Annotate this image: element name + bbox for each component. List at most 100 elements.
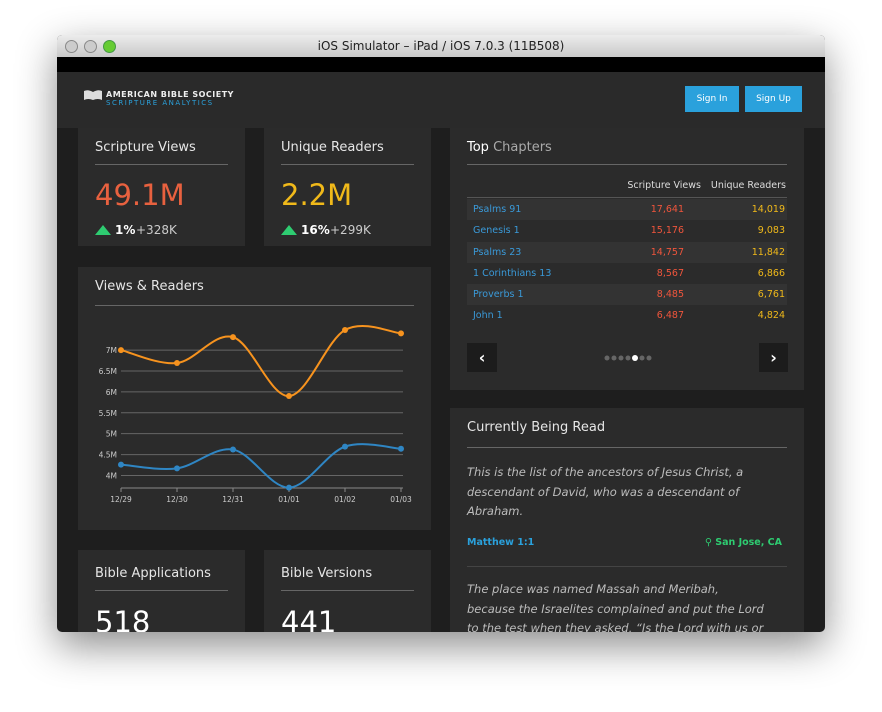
location: ⚲ San Jose, CA: [705, 537, 782, 548]
table-value: 17,641: [650, 204, 684, 215]
chart-title: Views & Readers: [95, 279, 204, 294]
data-point: [286, 393, 292, 400]
divider: [95, 305, 414, 306]
x-tick-label: 12/30: [166, 495, 188, 504]
table-row: Psalms 91 17,641 14,019: [467, 199, 787, 221]
count-card: Bible Versions 441: [264, 550, 431, 632]
title-bold: Top: [467, 140, 489, 155]
verse-text: The place was named Massah and Meribah, …: [467, 582, 764, 632]
table-value: 6,866: [757, 267, 785, 279]
table-value: 6,487: [656, 310, 684, 322]
count-value: 518: [95, 605, 151, 632]
delta: +299K: [330, 223, 371, 237]
data-point: [230, 446, 236, 453]
x-tick-label: 01/02: [334, 495, 356, 504]
divider: [281, 164, 414, 165]
title-rest: Chapters: [493, 140, 552, 155]
pagination: [604, 355, 652, 361]
data-point: [118, 461, 124, 468]
verse-reference[interactable]: Matthew 1:1: [467, 537, 535, 548]
minimize-button[interactable]: [84, 40, 97, 53]
x-tick-label: 01/01: [278, 495, 300, 504]
zoom-button[interactable]: [103, 40, 116, 53]
prev-button[interactable]: ‹: [467, 343, 497, 372]
simulator-window: iOS Simulator – iPad / iOS 7.0.3 (11B508…: [57, 35, 825, 632]
table-value: 4,824: [757, 310, 785, 322]
data-point: [398, 330, 404, 337]
card-title: Bible Versions: [281, 566, 373, 581]
next-button[interactable]: ›: [759, 343, 788, 372]
table-value: 14,019: [751, 204, 785, 215]
table-row: John 1 6,487 4,824: [467, 305, 787, 327]
column-header: Unique Readers: [710, 180, 786, 191]
count-card: Bible Applications 518: [78, 550, 245, 632]
column-header: Scripture Views: [627, 180, 701, 191]
chapter-link[interactable]: Psalms 91: [473, 204, 522, 215]
table-value: 8,485: [656, 289, 684, 301]
chart-card: Views & Readers 4M 4.5M 5M 5.5M 6M 6.5M 7M 12/2…: [78, 267, 431, 530]
chapter-link[interactable]: Psalms 23: [473, 246, 522, 258]
table-value: 11,842: [751, 246, 785, 258]
y-tick-label: 7M: [106, 346, 117, 355]
title-bar: iOS Simulator – iPad / iOS 7.0.3 (11B508…: [57, 35, 825, 58]
line-series: [120, 443, 402, 489]
data-point: [342, 327, 348, 334]
y-tick-label: 6.5M: [99, 367, 117, 376]
close-button[interactable]: [65, 40, 78, 53]
divider: [467, 447, 787, 448]
chapter-link[interactable]: 1 Corinthians 13: [473, 267, 552, 279]
chapter-link[interactable]: John 1: [473, 310, 503, 322]
sign-in-button[interactable]: Sign In: [685, 86, 739, 112]
y-tick-label: 5M: [106, 430, 117, 439]
chapter-link[interactable]: Genesis 1: [473, 225, 520, 237]
product-name: SCRIPTURE ANALYTICS: [106, 99, 214, 107]
table-row: Proverbs 1 8,485 6,761: [467, 284, 787, 306]
table-value: 15,176: [650, 225, 684, 237]
line-chart: 4M 4.5M 5M 5.5M 6M 6.5M 7M 12/29 12/30 12/31 01/01…: [99, 325, 412, 504]
x-tick-label: 01/03: [390, 495, 412, 504]
card-title: Currently Being Read: [467, 420, 606, 435]
table-row: 1 Corinthians 13 8,567 6,866: [467, 262, 787, 285]
x-tick-label: 12/31: [222, 495, 244, 504]
table-value: 6,761: [757, 289, 785, 301]
table-row: Psalms 23 14,757 11,842: [467, 241, 787, 263]
data-point: [398, 445, 404, 452]
pin-icon: ⚲: [704, 537, 712, 548]
divider: [95, 590, 228, 591]
stat-value: 2.2M: [281, 178, 353, 212]
x-tick-label: 12/29: [110, 495, 132, 504]
up-arrow: [95, 225, 111, 235]
data-point: [342, 443, 348, 450]
card-title: Scripture Views: [95, 140, 196, 155]
change: 16%: [301, 223, 330, 237]
stat-value: 49.1M: [95, 178, 185, 212]
y-tick-label: 4.5M: [99, 451, 117, 460]
data-point: [286, 484, 292, 491]
line-series: [120, 325, 402, 398]
y-tick-label: 4M: [106, 471, 117, 480]
stat-card: Unique Readers 2.2M 16% +299K: [264, 128, 431, 246]
stat-card: Scripture Views 49.1M 1% +328K: [78, 128, 245, 246]
divider: [467, 566, 787, 567]
org-name: AMERICAN BIBLE SOCIETY: [106, 90, 234, 99]
divider: [95, 164, 228, 165]
up-arrow: [281, 225, 297, 235]
sign-up-button[interactable]: Sign Up: [745, 86, 802, 112]
chapter-link[interactable]: Proverbs 1: [473, 289, 524, 301]
y-tick-label: 5.5M: [99, 409, 117, 418]
table-value: 9,083: [757, 225, 785, 237]
header: AMERICAN BIBLE SOCIETY SCRIPTURE ANALYTI…: [57, 72, 825, 128]
count-value: 441: [281, 605, 337, 632]
divider: [281, 590, 414, 591]
y-tick-label: 6M: [106, 388, 117, 397]
top-chapters-card: Top Chapters Scripture Views Unique Read…: [450, 128, 804, 390]
card-title: Bible Applications: [95, 566, 211, 581]
table-body: Psalms 91 17,641 14,019 Genesis 1 15,176 9,08…: [467, 199, 787, 327]
delta: +328K: [136, 223, 177, 237]
verse-text: This is the list of the ancestors of Jes…: [467, 465, 744, 518]
data-point: [174, 465, 180, 472]
table-value: 14,757: [650, 246, 684, 258]
logo-icon: [84, 90, 102, 100]
data-point: [118, 347, 124, 354]
